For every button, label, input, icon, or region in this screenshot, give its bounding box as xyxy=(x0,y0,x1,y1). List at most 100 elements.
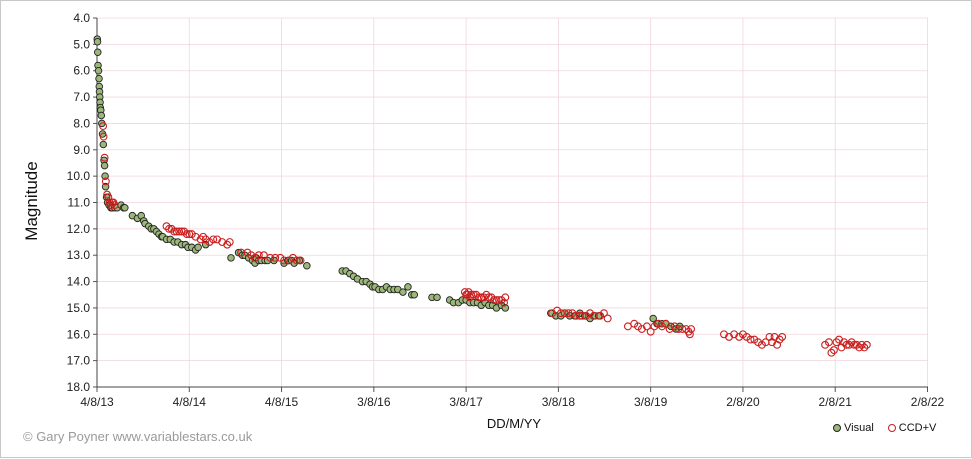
ccd-v-point xyxy=(489,296,498,304)
visual-point xyxy=(100,161,109,170)
visual-point xyxy=(121,204,129,212)
ccd-v-point xyxy=(824,338,833,347)
visual-point xyxy=(399,288,407,296)
legend: Visual CCD+V xyxy=(833,422,944,434)
ccd-v-point xyxy=(599,309,608,318)
y-tick-label: 14.0 xyxy=(67,275,91,289)
x-tick-label: 4/8/15 xyxy=(265,395,299,409)
ccd-v-point xyxy=(845,340,854,349)
ccd-v-point xyxy=(603,314,612,323)
ccd-v-point xyxy=(99,122,108,131)
ccd-v-point xyxy=(170,227,179,236)
legend-item-visual: Visual xyxy=(833,422,874,434)
visual-point xyxy=(94,66,103,75)
ccd-v-point xyxy=(857,340,866,349)
visual-point xyxy=(93,37,102,46)
visual-point xyxy=(649,314,657,323)
y-tick-label: 12.0 xyxy=(67,222,91,236)
ccd-v-point xyxy=(778,332,787,341)
y-axis-title: Magnitude xyxy=(22,161,41,240)
ccd-v-point xyxy=(501,293,510,302)
y-tick-label: 5.0 xyxy=(73,37,90,51)
ccd-v-point xyxy=(578,311,587,320)
y-tick-label: 15.0 xyxy=(67,301,91,315)
ccd-v-point xyxy=(746,335,755,344)
y-tick-label: 6.0 xyxy=(73,64,90,78)
legend-label-visual: Visual xyxy=(844,422,874,434)
ccd-v-point xyxy=(827,348,836,357)
legend-label-ccd: CCD+V xyxy=(898,422,937,434)
ccd-v-point xyxy=(296,256,305,265)
y-tick-label: 17.0 xyxy=(67,354,91,368)
series-ccd-v xyxy=(99,122,871,357)
legend-item-ccd: CCD+V xyxy=(887,422,937,434)
ccd-v-point xyxy=(223,240,232,249)
visual-point xyxy=(99,140,108,149)
visual-point xyxy=(95,74,103,83)
ccd-v-point xyxy=(271,253,280,262)
ccd-v-point xyxy=(99,132,108,141)
ccd-v-point xyxy=(110,201,119,210)
ccd-v-point xyxy=(830,346,838,355)
ccd-v-point xyxy=(862,340,871,349)
ccd-v-point xyxy=(104,193,113,202)
ccd-v-point xyxy=(852,340,861,349)
ccd-v-point xyxy=(682,325,691,333)
visual-point xyxy=(404,283,412,291)
ccd-v-point xyxy=(775,335,784,344)
y-tick-label: 10.0 xyxy=(67,169,91,183)
ccd-v-point xyxy=(280,256,289,265)
visual-point xyxy=(194,243,202,252)
ccd-v-point xyxy=(254,251,263,260)
ccd-v-point xyxy=(175,227,184,236)
y-tick-label: 9.0 xyxy=(73,143,90,157)
y-tick-label: 7.0 xyxy=(73,90,90,104)
ccd-v-point xyxy=(687,325,696,333)
ccd-v-point xyxy=(661,319,670,328)
x-tick-label: 3/8/19 xyxy=(634,395,668,409)
y-tick-label: 13.0 xyxy=(67,248,91,262)
y-tick-label: 16.0 xyxy=(67,327,91,341)
x-tick-label: 4/8/13 xyxy=(80,395,114,409)
y-tick-label: 4.0 xyxy=(73,11,90,25)
y-tick-label: 8.0 xyxy=(73,116,90,130)
x-tick-label: 3/8/16 xyxy=(357,395,391,409)
ccd-marker-icon xyxy=(887,424,896,432)
ccd-v-point xyxy=(492,296,501,304)
x-tick-label: 2/8/21 xyxy=(819,395,853,409)
ccd-v-point xyxy=(674,325,683,333)
ccd-v-point xyxy=(855,343,864,352)
x-axis-title: DD/M/YY xyxy=(487,416,542,431)
ccd-v-point xyxy=(500,298,508,307)
x-tick-label: 4/8/14 xyxy=(173,395,207,409)
ccd-v-point xyxy=(196,235,205,244)
ccd-v-point xyxy=(685,330,694,339)
ccd-v-point xyxy=(209,235,218,244)
ccd-v-point xyxy=(225,238,234,246)
ccd-v-point xyxy=(172,227,181,236)
visual-point xyxy=(303,262,311,270)
ccd-v-point xyxy=(182,230,191,239)
ccd-v-point xyxy=(100,153,109,162)
ccd-v-point xyxy=(479,293,488,302)
grid-lines xyxy=(96,17,928,388)
ccd-v-point xyxy=(474,293,483,302)
x-tick-label: 2/8/20 xyxy=(726,395,760,409)
y-tick-label: 18.0 xyxy=(67,380,91,394)
ccd-v-point xyxy=(642,322,651,331)
visual-point xyxy=(97,111,106,120)
ccd-v-point xyxy=(266,253,275,262)
x-tick-label: 2/8/22 xyxy=(911,395,945,409)
credit-text: © Gary Poyner www.variablestars.co.uk xyxy=(23,429,253,444)
ccd-v-point xyxy=(467,290,476,299)
visual-point xyxy=(433,293,441,302)
visual-point xyxy=(410,291,419,299)
ccd-v-point xyxy=(646,327,655,336)
x-tick-labels: 4/8/13 4/8/14 4/8/15 3/8/16 3/8/17 3/8/18 3/8/… xyxy=(80,395,944,409)
ccd-v-point xyxy=(860,343,869,352)
y-tick-labels: 4.0 5.0 6.0 7.0 8.0 9.0 10.0 11.0 12.0 13.0 14.0 15… xyxy=(67,11,91,394)
x-tick-label: 3/8/17 xyxy=(449,395,483,409)
ccd-v-point xyxy=(564,309,573,318)
visual-marker-icon xyxy=(833,424,841,432)
